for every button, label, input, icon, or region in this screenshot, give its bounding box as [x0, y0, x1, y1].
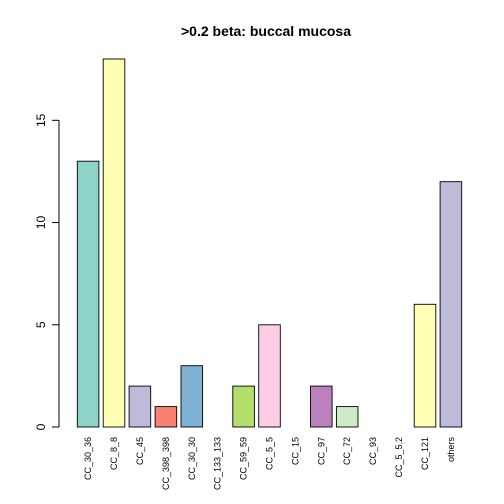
y-tick-label: 0	[34, 423, 48, 430]
bar-cc-121	[413, 303, 437, 428]
bar-cc-5-5	[258, 324, 281, 428]
x-tick-label: CC_121	[420, 437, 430, 470]
bar-others	[439, 181, 463, 428]
bar-cc-97	[310, 385, 333, 428]
x-tick-label: CC_5_5.2	[394, 437, 404, 478]
x-tick-label: CC_8_8	[109, 437, 119, 470]
x-axis-labels: CC_30_36 CC_8_8 CC_45 CC_398_398 CC_30_30 CC_…	[83, 437, 456, 491]
y-tick-label: 15	[34, 113, 48, 127]
bar-cc-59-59	[232, 385, 255, 428]
x-tick-label: others	[446, 437, 456, 463]
x-tick-label: CC_59_59	[239, 437, 249, 480]
x-tick-label: CC_45	[135, 437, 145, 465]
x-tick-label: CC_30_36	[83, 437, 93, 480]
bar-cc-30-36	[76, 160, 100, 428]
y-tick-label: 10	[34, 216, 48, 230]
x-tick-label: CC_97	[316, 437, 326, 465]
bars-group	[76, 58, 463, 428]
chart-title: >0.2 beta: buccal mucosa	[181, 23, 351, 39]
x-tick-label: CC_30_30	[187, 437, 197, 480]
y-tick-label: 5	[34, 321, 48, 328]
x-tick-label: CC_72	[342, 437, 352, 465]
bar-cc-398-398	[154, 406, 178, 428]
bar-cc-72	[335, 406, 359, 428]
x-tick-label: CC_398_398	[161, 437, 171, 490]
bar-cc-30-30	[180, 365, 204, 428]
bar-cc-8-8	[102, 58, 126, 428]
x-tick-label: CC_15	[290, 437, 300, 465]
x-tick-label: CC_93	[368, 437, 378, 465]
x-tick-label: CC_133_133	[213, 437, 223, 490]
x-tick-label: CC_5_5	[265, 437, 275, 470]
y-axis: 0 5 10 15	[34, 113, 60, 430]
bar-cc-45	[128, 385, 152, 428]
